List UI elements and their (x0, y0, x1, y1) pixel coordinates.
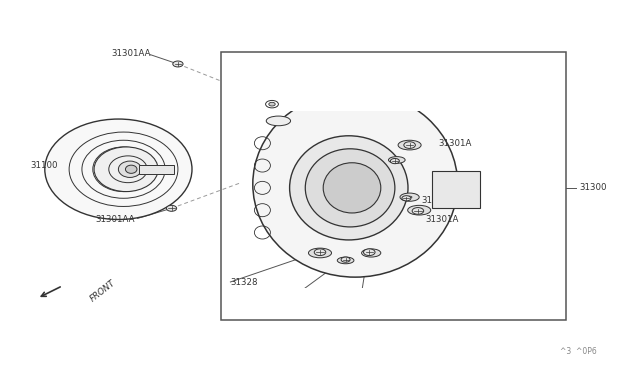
Ellipse shape (369, 252, 374, 254)
Text: ^3  ^0P6: ^3 ^0P6 (560, 347, 596, 356)
Text: 31301A: 31301A (362, 288, 395, 296)
Bar (432, 171, 480, 208)
Text: 31328: 31328 (230, 278, 258, 287)
Ellipse shape (266, 116, 291, 126)
Ellipse shape (269, 102, 275, 106)
Text: 31300: 31300 (579, 183, 607, 192)
Ellipse shape (94, 147, 158, 192)
Ellipse shape (45, 119, 192, 219)
Text: 31301A: 31301A (426, 215, 459, 224)
Ellipse shape (344, 260, 348, 261)
Text: 31301AA: 31301AA (95, 215, 134, 224)
Circle shape (390, 158, 399, 164)
Ellipse shape (308, 248, 332, 258)
Ellipse shape (408, 205, 431, 215)
Ellipse shape (400, 193, 419, 201)
Ellipse shape (118, 161, 141, 177)
Circle shape (314, 249, 326, 256)
Circle shape (412, 208, 424, 214)
Text: 38342P: 38342P (234, 79, 266, 88)
Circle shape (364, 249, 375, 256)
Ellipse shape (362, 249, 381, 257)
Text: 31328E: 31328E (421, 196, 454, 205)
Text: 31100: 31100 (30, 161, 58, 170)
Text: 31329E: 31329E (278, 302, 311, 311)
Ellipse shape (388, 157, 405, 163)
Ellipse shape (323, 163, 381, 213)
Bar (221, 52, 566, 320)
Text: 31301AA: 31301AA (111, 49, 150, 58)
Ellipse shape (125, 165, 137, 173)
Ellipse shape (407, 196, 412, 198)
Ellipse shape (253, 91, 458, 277)
Ellipse shape (290, 136, 408, 240)
Circle shape (404, 142, 415, 148)
Bar (222, 44, 481, 111)
Ellipse shape (305, 149, 395, 227)
Ellipse shape (417, 209, 422, 211)
Ellipse shape (407, 144, 413, 146)
Circle shape (166, 205, 177, 211)
Ellipse shape (395, 159, 399, 161)
Ellipse shape (337, 257, 354, 264)
Circle shape (341, 257, 350, 262)
Circle shape (402, 196, 411, 201)
Ellipse shape (398, 140, 421, 150)
Text: 31301A: 31301A (438, 139, 472, 148)
Bar (139, 165, 174, 174)
Text: FRONT: FRONT (88, 278, 117, 304)
Circle shape (173, 61, 183, 67)
Text: 31328E: 31328E (362, 157, 395, 166)
Ellipse shape (317, 252, 323, 254)
Bar (222, 288, 481, 320)
